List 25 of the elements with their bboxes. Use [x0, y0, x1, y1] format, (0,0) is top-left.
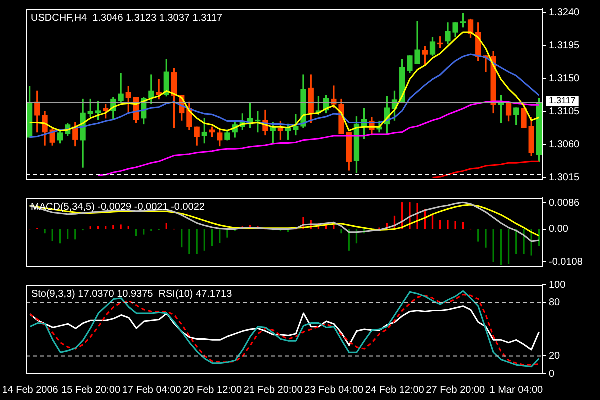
x-tick-label: 23 Feb 04:00: [304, 384, 364, 396]
y-tick-label: 80: [549, 298, 561, 309]
x-tick-label: 15 Feb 20:00: [62, 384, 121, 396]
y-tick-label: 1.3195: [549, 40, 580, 52]
x-tick-label: 27 Feb 20:00: [426, 384, 486, 396]
x-tick-label: 17 Feb 04:00: [122, 384, 182, 396]
y-tick-label: -0.0108: [549, 256, 584, 268]
chart-title: Sto(9,3,3) 17.0370 10.9375 RSI(10) 47.1713: [31, 288, 233, 300]
y-tick-label: 0: [549, 368, 555, 380]
y-tick-label: 1.3240: [549, 7, 580, 18]
x-tick-label: 24 Feb 12:00: [365, 384, 425, 396]
x-tick-label: 1 Mar 04:00: [490, 384, 544, 396]
ref-line-label: 1.3117: [549, 95, 576, 106]
y-tick-label: 0.00: [549, 224, 569, 236]
x-tick-label: 14 Feb 2006: [2, 384, 59, 396]
y-tick-label: 0.0086: [549, 198, 580, 209]
y-tick-label: 1.3015: [549, 172, 580, 184]
y-tick-label: 1.3150: [549, 73, 580, 84]
y-tick-label: 20: [549, 350, 561, 362]
x-tick-label: 20 Feb 12:00: [183, 384, 242, 396]
y-tick-label: 1.3060: [549, 140, 580, 151]
x-tick-label: 21 Feb 20:00: [244, 384, 304, 396]
y-tick-label: 1.3105: [549, 106, 580, 118]
chart-title: USDCHF,H4 1.3046 1.3123 1.3037 1.3117: [31, 12, 224, 24]
y-tick-label: 100: [549, 280, 566, 291]
